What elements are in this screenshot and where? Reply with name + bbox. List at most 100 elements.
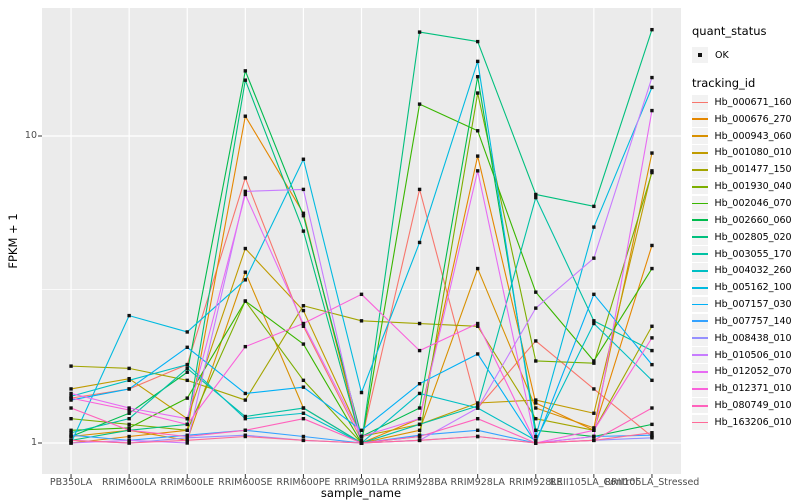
data-point xyxy=(650,436,654,440)
data-point xyxy=(243,398,248,402)
series-color-swatch xyxy=(692,168,708,171)
data-point xyxy=(650,75,654,80)
data-point xyxy=(417,30,422,34)
legend-item-tracking: Hb_007157_030 xyxy=(692,296,800,313)
legend-item-label: OK xyxy=(715,49,729,61)
data-point xyxy=(534,195,538,200)
data-point xyxy=(592,426,596,430)
legend-item-label: Hb_080749_010 xyxy=(714,400,792,412)
series-color-swatch xyxy=(692,303,708,306)
data-point xyxy=(534,398,538,402)
data-point xyxy=(185,370,189,374)
data-point xyxy=(592,319,596,323)
legend-item-tracking: Hb_002046_070 xyxy=(692,195,800,212)
data-point xyxy=(243,176,248,180)
data-point xyxy=(69,387,73,391)
data-point xyxy=(475,352,480,356)
legend-item-tracking: Hb_004032_260 xyxy=(692,262,800,279)
line-key-icon xyxy=(692,94,708,111)
line-key-icon xyxy=(692,347,708,363)
data-point xyxy=(475,434,480,439)
data-point xyxy=(185,330,189,334)
data-point xyxy=(592,387,596,391)
data-point xyxy=(69,433,73,437)
data-point xyxy=(69,364,73,368)
x-tick-label: RRII105LA_Stressed xyxy=(604,477,700,488)
line-key-icon xyxy=(692,195,708,212)
series-color-swatch xyxy=(692,337,708,340)
data-point xyxy=(534,339,538,343)
data-point xyxy=(69,438,73,443)
data-point xyxy=(243,391,248,396)
data-point xyxy=(69,441,73,445)
series-color-swatch xyxy=(692,320,708,323)
data-point xyxy=(475,321,480,326)
series-color-swatch xyxy=(692,421,708,424)
data-point xyxy=(301,229,306,233)
tracking-id-items: Hb_000671_160 Hb_000676_270 Hb_000943_060 H… xyxy=(692,94,800,431)
series-color-swatch xyxy=(692,135,708,137)
data-point xyxy=(127,378,131,383)
data-point xyxy=(301,304,306,308)
data-point xyxy=(185,428,189,432)
line-key-icon xyxy=(692,145,708,161)
data-point xyxy=(127,313,131,318)
data-point xyxy=(592,292,596,297)
data-point xyxy=(301,324,306,328)
data-point xyxy=(301,157,306,161)
data-point xyxy=(592,428,596,432)
line-key-icon xyxy=(692,330,708,346)
data-point xyxy=(534,441,538,445)
legend-item-label: Hb_001930_040 xyxy=(714,181,792,193)
data-point xyxy=(185,366,189,371)
data-point xyxy=(650,378,654,383)
data-point xyxy=(185,438,189,443)
legend-item-tracking: Hb_002805_020 xyxy=(692,229,800,246)
line-key-icon xyxy=(692,128,708,144)
data-point xyxy=(127,366,131,371)
data-point xyxy=(359,319,364,323)
x-tick-label: RRIM600LA xyxy=(101,477,157,488)
data-point xyxy=(650,431,654,435)
data-point xyxy=(301,342,306,346)
data-point xyxy=(127,426,131,430)
line-key-icon xyxy=(692,364,708,380)
data-point xyxy=(592,204,596,209)
data-point xyxy=(475,324,480,328)
series-color-swatch xyxy=(692,219,708,222)
data-point xyxy=(592,411,596,415)
data-point xyxy=(69,406,73,410)
data-point xyxy=(127,416,131,421)
line-key-icon xyxy=(692,296,708,313)
legend-item-label: Hb_008438_010 xyxy=(714,332,792,344)
data-point xyxy=(534,416,538,421)
legend-item-label: Hb_010506_010 xyxy=(714,349,792,361)
data-point xyxy=(592,361,596,365)
data-point xyxy=(417,406,422,410)
legend-item-label: Hb_001080_010 xyxy=(714,147,792,159)
square-point-icon xyxy=(698,53,702,57)
data-point xyxy=(301,187,306,192)
series-color-swatch xyxy=(692,371,708,373)
data-point xyxy=(650,348,654,353)
legend-item-label: Hb_004032_260 xyxy=(714,265,792,277)
x-tick-label: RRIM928BA xyxy=(391,477,448,488)
data-point xyxy=(243,428,248,432)
data-point xyxy=(243,270,248,274)
data-point xyxy=(301,321,306,326)
data-point xyxy=(243,69,248,73)
data-point xyxy=(127,387,131,391)
legend-item-tracking: Hb_080749_010 xyxy=(692,397,800,414)
data-point xyxy=(475,39,480,44)
data-point xyxy=(359,434,364,439)
data-point xyxy=(417,438,422,443)
data-point xyxy=(650,169,654,173)
data-point xyxy=(243,246,248,251)
data-point xyxy=(127,411,131,415)
data-point xyxy=(243,416,248,421)
line-key-icon xyxy=(692,279,708,296)
y-tick-label: 10 xyxy=(24,130,37,141)
y-tick-label: 1 xyxy=(30,437,37,448)
legend-item-label: Hb_001477_150 xyxy=(714,164,792,176)
